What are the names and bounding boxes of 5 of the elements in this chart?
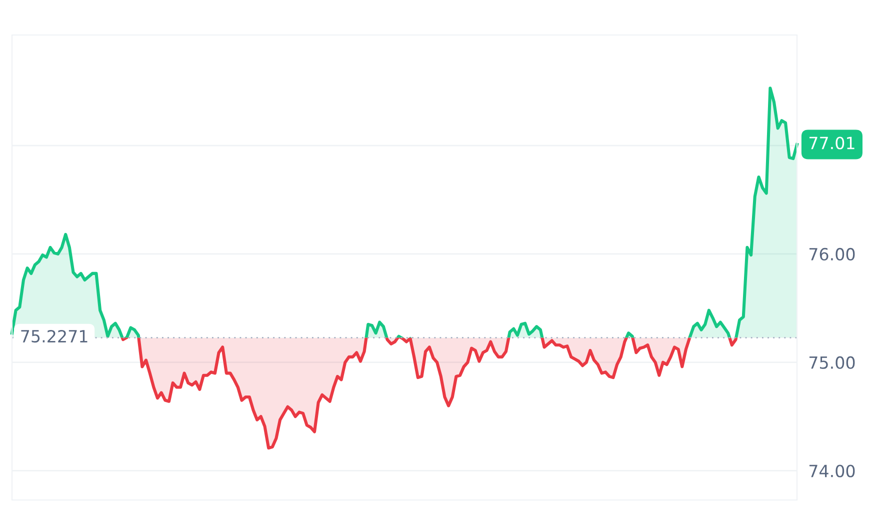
y-tick-label: 74.00 xyxy=(809,464,855,478)
y-tick-label: 75.00 xyxy=(809,356,855,369)
ref-line-label: 75.2271 xyxy=(21,330,88,343)
text: 77.01 xyxy=(809,136,854,150)
y-tick-label: 76.00 xyxy=(809,248,855,261)
